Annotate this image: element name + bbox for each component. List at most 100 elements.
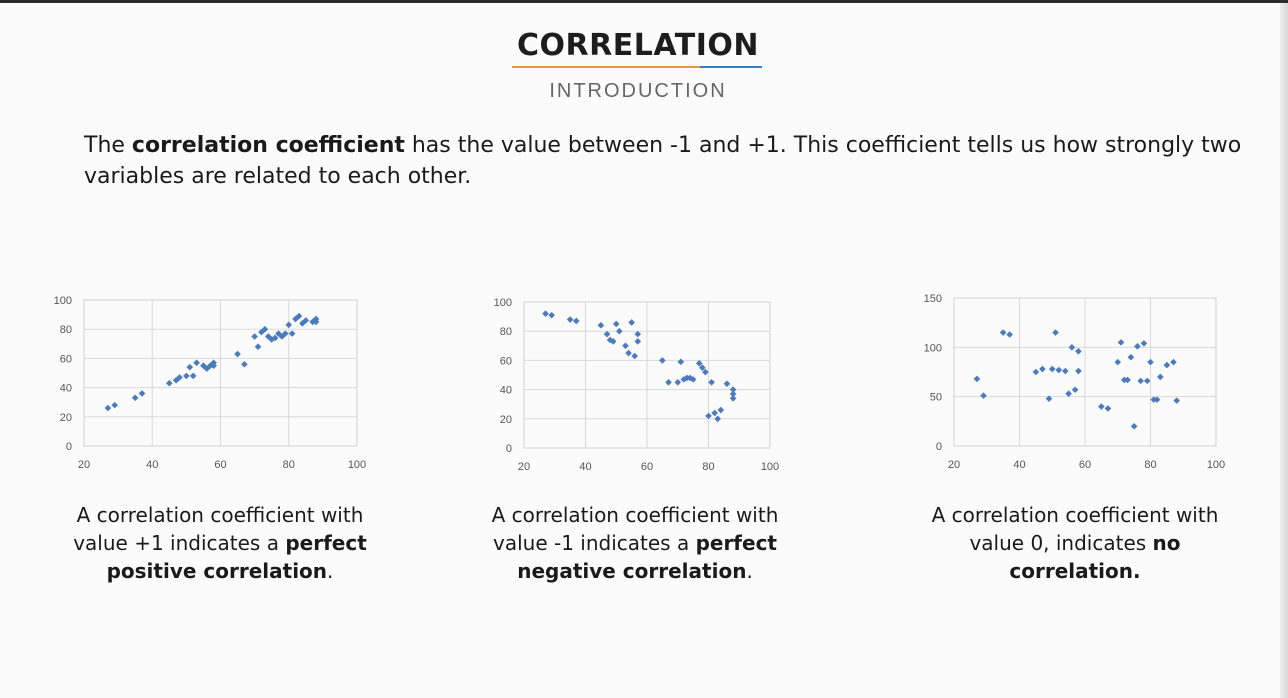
data-point <box>566 316 574 323</box>
data-point <box>606 336 614 344</box>
data-point <box>1104 405 1112 412</box>
data-point <box>973 375 981 383</box>
page-subtitle: INTRODUCTION <box>549 80 727 102</box>
data-point <box>695 360 703 367</box>
plot-frame <box>953 297 1217 447</box>
data-point <box>1062 367 1069 375</box>
x-tick-label: 20 <box>78 459 90 471</box>
data-point <box>729 386 737 393</box>
data-point <box>258 328 265 336</box>
data-point <box>677 358 685 366</box>
y-tick-label: 80 <box>500 326 512 338</box>
y-tick-label: 40 <box>500 385 512 397</box>
no-correlation-chart: 0 50 100 150 20 40 60 80 100 <box>924 293 1226 483</box>
data-point <box>1143 377 1151 385</box>
caption-negative-line2-bold: perfect <box>695 531 777 555</box>
data-point <box>612 320 620 328</box>
data-point <box>193 359 200 367</box>
caption-none-line1: A correlation coefficient with <box>931 503 1219 527</box>
caption-positive-line2-text: value +1 indicates a <box>73 531 286 555</box>
data-point <box>261 325 269 333</box>
data-point <box>1114 358 1122 366</box>
data-point <box>717 406 725 414</box>
data-point <box>1045 395 1053 402</box>
caption-none-line3: correlation. <box>885 557 1265 585</box>
y-tick-label: 60 <box>60 353 72 365</box>
data-point <box>210 362 217 369</box>
data-point <box>1052 329 1059 336</box>
data-point <box>1075 367 1082 375</box>
chart-none-plot: 0 50 100 150 20 40 60 80 100 <box>924 293 1226 471</box>
data-point <box>299 320 306 327</box>
positive-correlation-svg: 0 20 40 60 80 100 20 40 60 80 100 <box>54 295 367 471</box>
y-tick-label: 50 <box>930 392 942 404</box>
data-point <box>111 401 119 409</box>
data-point <box>1163 361 1171 369</box>
data-point <box>104 404 112 412</box>
data-point <box>699 364 706 371</box>
data-point <box>1048 365 1056 373</box>
data-point <box>1068 344 1076 351</box>
data-point <box>278 333 286 340</box>
data-point <box>183 372 190 380</box>
x-tick-label: 60 <box>1079 459 1091 471</box>
data-point <box>275 330 282 337</box>
data-point <box>1157 373 1164 381</box>
data-point <box>1147 358 1154 366</box>
data-point <box>674 379 682 386</box>
caption-negative: A correlation coefficient with value -1 … <box>445 501 825 585</box>
y-tick-label: 100 <box>924 342 942 354</box>
data-point <box>189 372 197 380</box>
data-point <box>572 317 580 325</box>
negative-correlation-chart: 0 20 40 60 80 100 20 40 60 80 100 <box>494 297 780 480</box>
x-tick-label: 40 <box>1013 459 1025 471</box>
y-tick-label: 60 <box>500 355 512 367</box>
data-point <box>729 395 737 402</box>
title-underline <box>512 66 762 68</box>
x-tick-label: 80 <box>1144 459 1156 471</box>
intro-text-before: The <box>84 133 132 158</box>
intro-text-after: has the value between -1 and +1. This co… <box>84 133 1242 189</box>
data-point <box>1055 366 1063 374</box>
data-point <box>631 352 638 360</box>
title-underline-blue <box>700 66 762 68</box>
data-point <box>1140 340 1148 347</box>
data-point <box>665 379 672 386</box>
data-point <box>302 317 310 324</box>
negative-correlation-svg: 0 20 40 60 80 100 20 40 60 80 100 <box>494 297 780 473</box>
data-point <box>1071 386 1079 394</box>
data-point <box>1173 397 1180 404</box>
plot-frame <box>523 301 771 449</box>
data-point <box>1075 347 1082 355</box>
positive-correlation-chart: 0 20 40 60 80 100 20 40 60 80 100 <box>54 295 367 478</box>
intro-paragraph: The correlation coefficient has the valu… <box>84 130 1254 192</box>
page-title: CORRELATION <box>517 28 759 63</box>
data-point <box>616 327 623 335</box>
data-point <box>708 379 715 386</box>
no-correlation-svg: 0 50 100 150 20 40 60 80 100 <box>924 293 1226 471</box>
data-point <box>702 368 709 376</box>
caption-negative-line1: A correlation coefficient with <box>491 503 779 527</box>
caption-none: A correlation coefficient with value 0, … <box>885 501 1265 585</box>
chart-positive-plot: 0 20 40 60 80 100 20 40 60 80 100 <box>54 295 367 471</box>
data-point <box>1170 358 1177 366</box>
data-point <box>625 349 632 357</box>
data-point <box>1006 331 1013 338</box>
right-edge-shadow <box>1280 3 1288 698</box>
y-tick-label: 0 <box>66 441 72 453</box>
x-tick-label: 40 <box>146 459 158 471</box>
plot-frame <box>83 299 358 447</box>
data-point <box>634 338 642 345</box>
data-point <box>634 330 642 338</box>
caption-none-line2: value 0, indicates no <box>885 529 1265 557</box>
data-point <box>659 357 666 364</box>
data-point <box>264 333 272 340</box>
data-point <box>705 412 712 420</box>
data-point <box>1117 339 1125 346</box>
y-tick-label: 0 <box>506 443 512 455</box>
caption-positive-line3-bold: positive correlation <box>106 559 328 583</box>
x-tick-label: 100 <box>1207 459 1225 471</box>
y-tick-label: 40 <box>60 383 72 395</box>
data-point <box>622 342 629 350</box>
data-point <box>292 315 299 323</box>
